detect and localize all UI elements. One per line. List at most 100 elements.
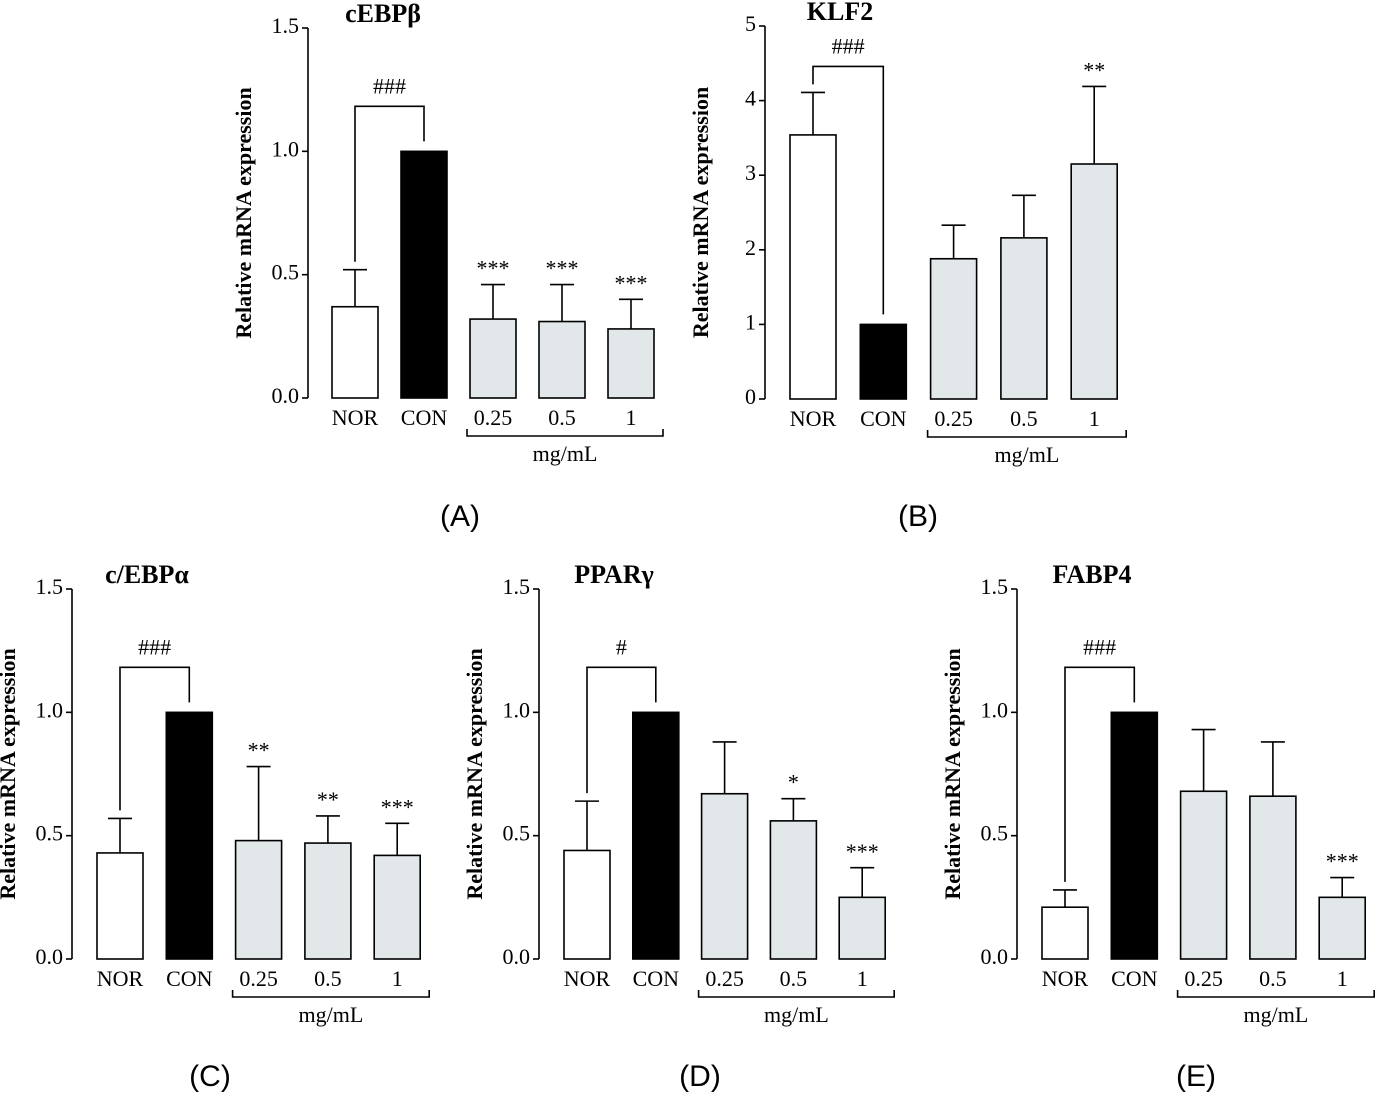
group-label: mg/mL bbox=[299, 1002, 364, 1027]
bar bbox=[96, 852, 144, 960]
x-tick-label: NOR bbox=[332, 405, 379, 430]
chart-title: FABP4 bbox=[1053, 560, 1132, 589]
x-tick-label: 0.5 bbox=[548, 405, 576, 430]
bar bbox=[1249, 795, 1297, 960]
chart-title: PPARγ bbox=[574, 560, 654, 589]
x-tick-label: CON bbox=[166, 966, 213, 991]
y-tick-label: 3 bbox=[745, 160, 756, 185]
group-label: mg/mL bbox=[764, 1002, 829, 1027]
bar bbox=[607, 328, 655, 399]
y-axis-label: Relative mRNA expression bbox=[0, 648, 20, 899]
error-bar bbox=[1191, 728, 1216, 792]
group-label: mg/mL bbox=[533, 441, 598, 466]
error-bar bbox=[1082, 85, 1107, 165]
group-line bbox=[926, 430, 1127, 438]
y-axis-label: Relative mRNA expression bbox=[940, 648, 965, 899]
y-tick-label: 0.0 bbox=[981, 944, 1009, 969]
x-tick-label: NOR bbox=[790, 406, 837, 431]
bar bbox=[165, 711, 214, 960]
y-tick-label: 1.5 bbox=[272, 13, 300, 38]
error-bar bbox=[850, 866, 875, 898]
x-tick-label: 0.5 bbox=[780, 966, 808, 991]
error-bar bbox=[575, 800, 599, 851]
bar bbox=[469, 318, 517, 399]
x-tick-label: 0.25 bbox=[1184, 966, 1223, 991]
x-tick-label: 1 bbox=[857, 966, 868, 991]
x-tick-label: 1 bbox=[1089, 406, 1100, 431]
group-line bbox=[697, 990, 895, 998]
bar bbox=[1318, 896, 1366, 960]
x-tick-label: 0.5 bbox=[1010, 406, 1038, 431]
bar bbox=[234, 839, 283, 960]
panel-label: (E) bbox=[1176, 1060, 1216, 1093]
bar bbox=[631, 711, 680, 960]
bracket-label: ### bbox=[1083, 634, 1116, 659]
bracket-label: ### bbox=[832, 33, 865, 58]
error-bar bbox=[1330, 876, 1355, 898]
y-tick-label: 1.5 bbox=[981, 574, 1009, 599]
y-tick-label: 5 bbox=[745, 11, 756, 36]
x-tick-label: 0.25 bbox=[239, 966, 278, 991]
bar bbox=[331, 305, 379, 399]
error-bar bbox=[550, 283, 574, 322]
significance-label: *** bbox=[546, 256, 579, 281]
bar bbox=[1041, 906, 1089, 960]
group-label: mg/mL bbox=[1244, 1002, 1309, 1027]
y-axis-label: Relative mRNA expression bbox=[462, 648, 487, 899]
bar bbox=[700, 792, 749, 960]
y-tick-label: 1.5 bbox=[503, 574, 531, 599]
bar bbox=[563, 849, 611, 960]
bracket-label: ### bbox=[373, 73, 406, 98]
error-bar bbox=[315, 815, 340, 844]
group-line bbox=[231, 990, 430, 998]
error-bar bbox=[385, 822, 410, 856]
error-bar bbox=[246, 765, 271, 841]
error-bar bbox=[1053, 889, 1077, 908]
bar bbox=[838, 896, 887, 960]
bar bbox=[1110, 711, 1159, 960]
error-bar bbox=[941, 224, 966, 259]
y-tick-label: 1.0 bbox=[503, 697, 531, 722]
x-tick-label: 1 bbox=[392, 966, 403, 991]
error-bar bbox=[481, 283, 505, 320]
bar bbox=[304, 842, 352, 960]
x-tick-label: CON bbox=[401, 405, 448, 430]
bracket-label: # bbox=[616, 634, 627, 659]
group-line bbox=[1176, 990, 1375, 998]
bar bbox=[789, 134, 837, 400]
y-tick-label: 0.5 bbox=[36, 821, 64, 846]
x-tick-label: NOR bbox=[97, 966, 144, 991]
y-tick-label: 1.0 bbox=[272, 136, 300, 161]
x-tick-label: NOR bbox=[1042, 966, 1089, 991]
bar bbox=[400, 150, 448, 399]
panel-label: (D) bbox=[679, 1060, 721, 1093]
y-tick-label: 0 bbox=[745, 384, 756, 409]
significance-label: ** bbox=[1083, 57, 1105, 82]
significance-label: ** bbox=[248, 738, 270, 763]
significance-label: ** bbox=[317, 787, 339, 812]
bar bbox=[1179, 790, 1228, 960]
significance-label: *** bbox=[615, 270, 648, 295]
y-tick-label: 2 bbox=[745, 235, 756, 260]
x-tick-label: CON bbox=[633, 966, 680, 991]
y-tick-label: 1.0 bbox=[981, 697, 1009, 722]
x-tick-label: NOR bbox=[564, 966, 611, 991]
bar bbox=[1070, 163, 1118, 400]
panel-label: (C) bbox=[189, 1060, 231, 1093]
group-line bbox=[466, 429, 664, 437]
x-tick-label: CON bbox=[860, 406, 907, 431]
y-tick-label: 0.5 bbox=[272, 260, 300, 285]
x-tick-label: 0.5 bbox=[1259, 966, 1287, 991]
error-bar bbox=[781, 797, 806, 821]
comparison-bracket bbox=[354, 105, 425, 262]
panel-label: (B) bbox=[898, 500, 938, 533]
bar bbox=[769, 820, 818, 960]
y-tick-label: 0.0 bbox=[36, 944, 64, 969]
error-bar bbox=[801, 91, 825, 135]
bar bbox=[373, 854, 422, 960]
chart-title: KLF2 bbox=[807, 0, 873, 26]
y-tick-label: 0.5 bbox=[981, 821, 1009, 846]
x-tick-label: 1 bbox=[1337, 966, 1348, 991]
x-tick-label: 0.25 bbox=[934, 406, 973, 431]
